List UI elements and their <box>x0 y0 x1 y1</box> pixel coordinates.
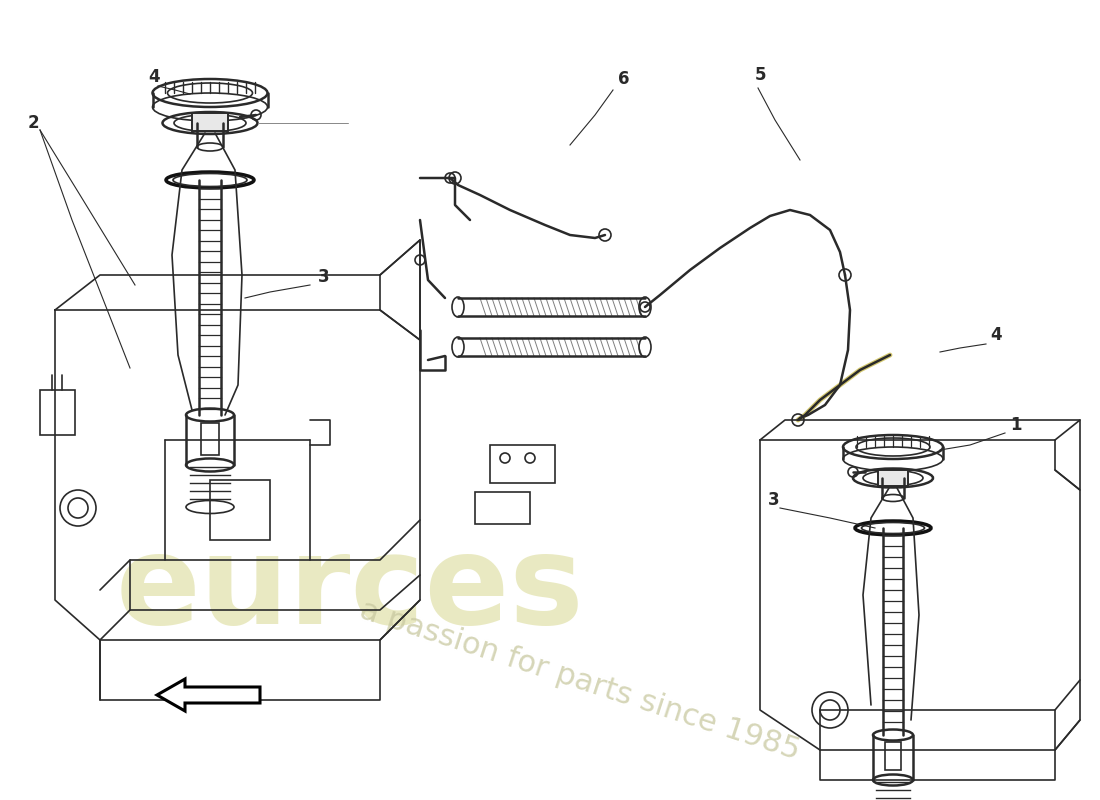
Bar <box>878 470 908 486</box>
Text: 3: 3 <box>768 491 780 509</box>
Bar <box>886 742 901 770</box>
Bar <box>490 445 556 483</box>
Text: eurces: eurces <box>116 530 584 650</box>
Text: 5: 5 <box>755 66 767 84</box>
Text: 4: 4 <box>148 68 159 86</box>
Text: 2: 2 <box>28 114 40 132</box>
Bar <box>201 423 219 455</box>
Bar <box>192 113 228 131</box>
FancyArrow shape <box>157 679 260 711</box>
Bar <box>210 480 270 540</box>
Text: a passion for parts since 1985: a passion for parts since 1985 <box>356 595 804 765</box>
Bar <box>40 390 75 435</box>
Bar <box>192 113 228 131</box>
Bar <box>475 492 530 524</box>
Bar <box>878 470 908 486</box>
Text: 3: 3 <box>318 268 330 286</box>
Text: 4: 4 <box>990 326 1002 344</box>
Text: 1: 1 <box>1010 416 1022 434</box>
Text: 6: 6 <box>618 70 629 88</box>
